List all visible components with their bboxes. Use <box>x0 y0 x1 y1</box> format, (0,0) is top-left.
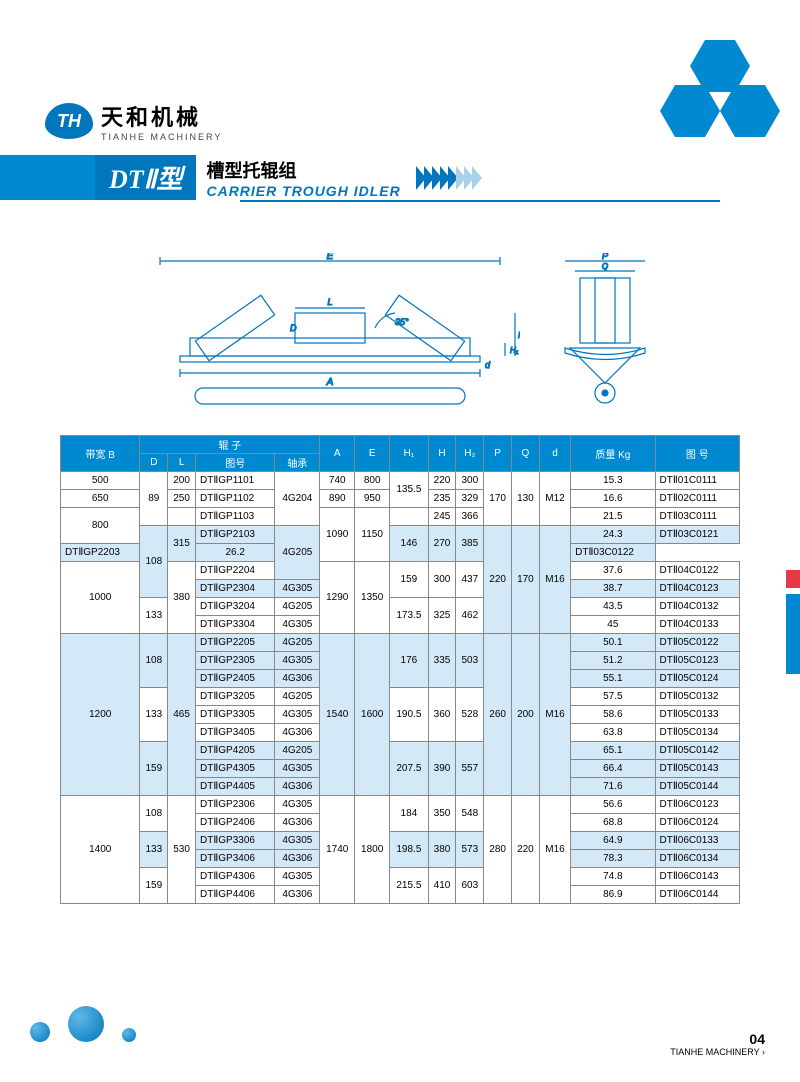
page-number: 04 <box>749 1031 765 1047</box>
col-E: E <box>355 436 390 472</box>
svg-text:H₁: H₁ <box>510 346 519 355</box>
table-row: 1400108530DTⅡGP23064G3051740180018435054… <box>61 796 740 814</box>
logo-badge: TH <box>45 103 93 139</box>
col-kg: 质量 Kg <box>571 436 655 472</box>
svg-text:Q: Q <box>602 262 608 271</box>
brand-name-cn: 天和机械 <box>101 100 222 132</box>
side-tabs <box>786 570 800 674</box>
logo: TH 天和机械 TIANHE MACHINERY <box>45 100 222 142</box>
svg-text:H: H <box>518 331 520 340</box>
col-bearing: 轴承 <box>275 454 320 472</box>
spec-table: 带宽 B 辊 子 A E H₁ H H₂ P Q d 质量 Kg 图 号 DL图… <box>60 435 740 904</box>
chevron-decoration <box>416 166 480 190</box>
table-row: 133DTⅡGP32044G205173.532546243.5DTⅡ04C01… <box>61 598 740 616</box>
table-row: 133DTⅡGP32054G205190.536052857.5DTⅡ05C01… <box>61 688 740 706</box>
svg-text:E: E <box>327 253 334 262</box>
col-H: H <box>428 436 456 472</box>
bubble-decoration <box>30 1006 136 1042</box>
svg-text:L: L <box>327 297 332 307</box>
technical-drawing: E L D 35° A d H₁ H H₂ P Q <box>120 250 680 415</box>
brand-name-en: TIANHE MACHINERY <box>101 132 222 142</box>
col-B: 带宽 B <box>61 436 140 472</box>
col-roller: 辊 子 <box>140 436 320 454</box>
col-L: L <box>168 454 196 472</box>
col-P: P <box>484 436 512 472</box>
table-row: 159DTⅡGP43064G305215.541060374.8DTⅡ06C01… <box>61 868 740 886</box>
col-D: D <box>140 454 168 472</box>
col-A: A <box>320 436 355 472</box>
col-d: d <box>539 436 570 472</box>
svg-text:35°: 35° <box>395 317 409 327</box>
svg-text:A: A <box>326 377 334 388</box>
svg-text:D: D <box>290 323 297 333</box>
page-footer: 04 TIANHE MACHINERY › <box>670 1031 765 1057</box>
col-H1: H₁ <box>390 436 428 472</box>
table-row: 108315DTⅡGP21034G205146270385220170M1624… <box>61 526 740 544</box>
table-row: 133DTⅡGP33064G305198.538057364.9DTⅡ06C01… <box>61 832 740 850</box>
col-partno: 图 号 <box>655 436 739 472</box>
product-title-en: CARRIER TROUGH IDLER <box>206 183 400 199</box>
svg-text:P: P <box>602 253 608 261</box>
product-title-cn: 槽型托辊组 <box>206 157 400 183</box>
table-row: 1200108465DTⅡGP22054G2051540160017633550… <box>61 634 740 652</box>
col-H2: H₂ <box>456 436 484 472</box>
table-row: 50089200DTⅡGP11014G204740800135.52203001… <box>61 472 740 490</box>
title-bar: DTⅡ型 槽型托辊组 CARRIER TROUGH IDLER <box>0 155 760 200</box>
model-badge: DTⅡ型 <box>95 155 196 200</box>
table-row: 159DTⅡGP42054G205207.539055765.1DTⅡ05C01… <box>61 742 740 760</box>
svg-text:d: d <box>485 360 491 370</box>
col-Q: Q <box>512 436 540 472</box>
col-model: 图号 <box>196 454 275 472</box>
footer-brand: TIANHE MACHINERY <box>670 1047 759 1057</box>
